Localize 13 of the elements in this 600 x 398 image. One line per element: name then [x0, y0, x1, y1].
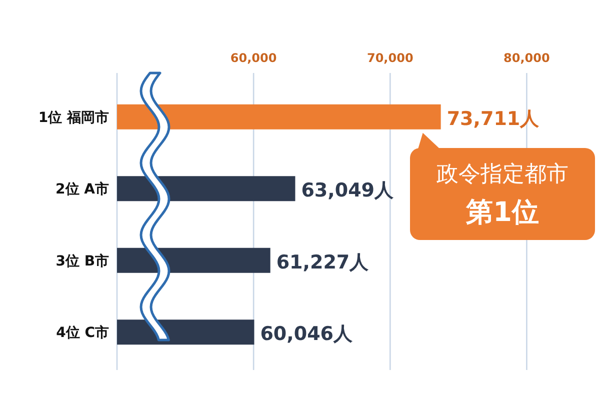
annotation: 政令指定都市 [436, 162, 568, 187]
y-tick-label: 3位 B市 [56, 252, 109, 270]
x-tick-label: 80,000 [504, 51, 550, 65]
x-tick-label: 70,000 [366, 51, 414, 65]
y-tick-label: 4位 C市 [56, 324, 109, 342]
data-label: 63,049人 [301, 180, 395, 202]
data-label: 60,046人 [260, 323, 354, 346]
y-tick-label: 2位 A市 [56, 180, 109, 198]
y-tick-label: 1位 福岡市 [38, 108, 109, 126]
x-tick-label: 60,000 [230, 51, 277, 65]
annotation: 第1位 [465, 197, 539, 228]
data-label: 61,227人 [276, 251, 370, 274]
data-label: 73,711人 [446, 108, 540, 130]
